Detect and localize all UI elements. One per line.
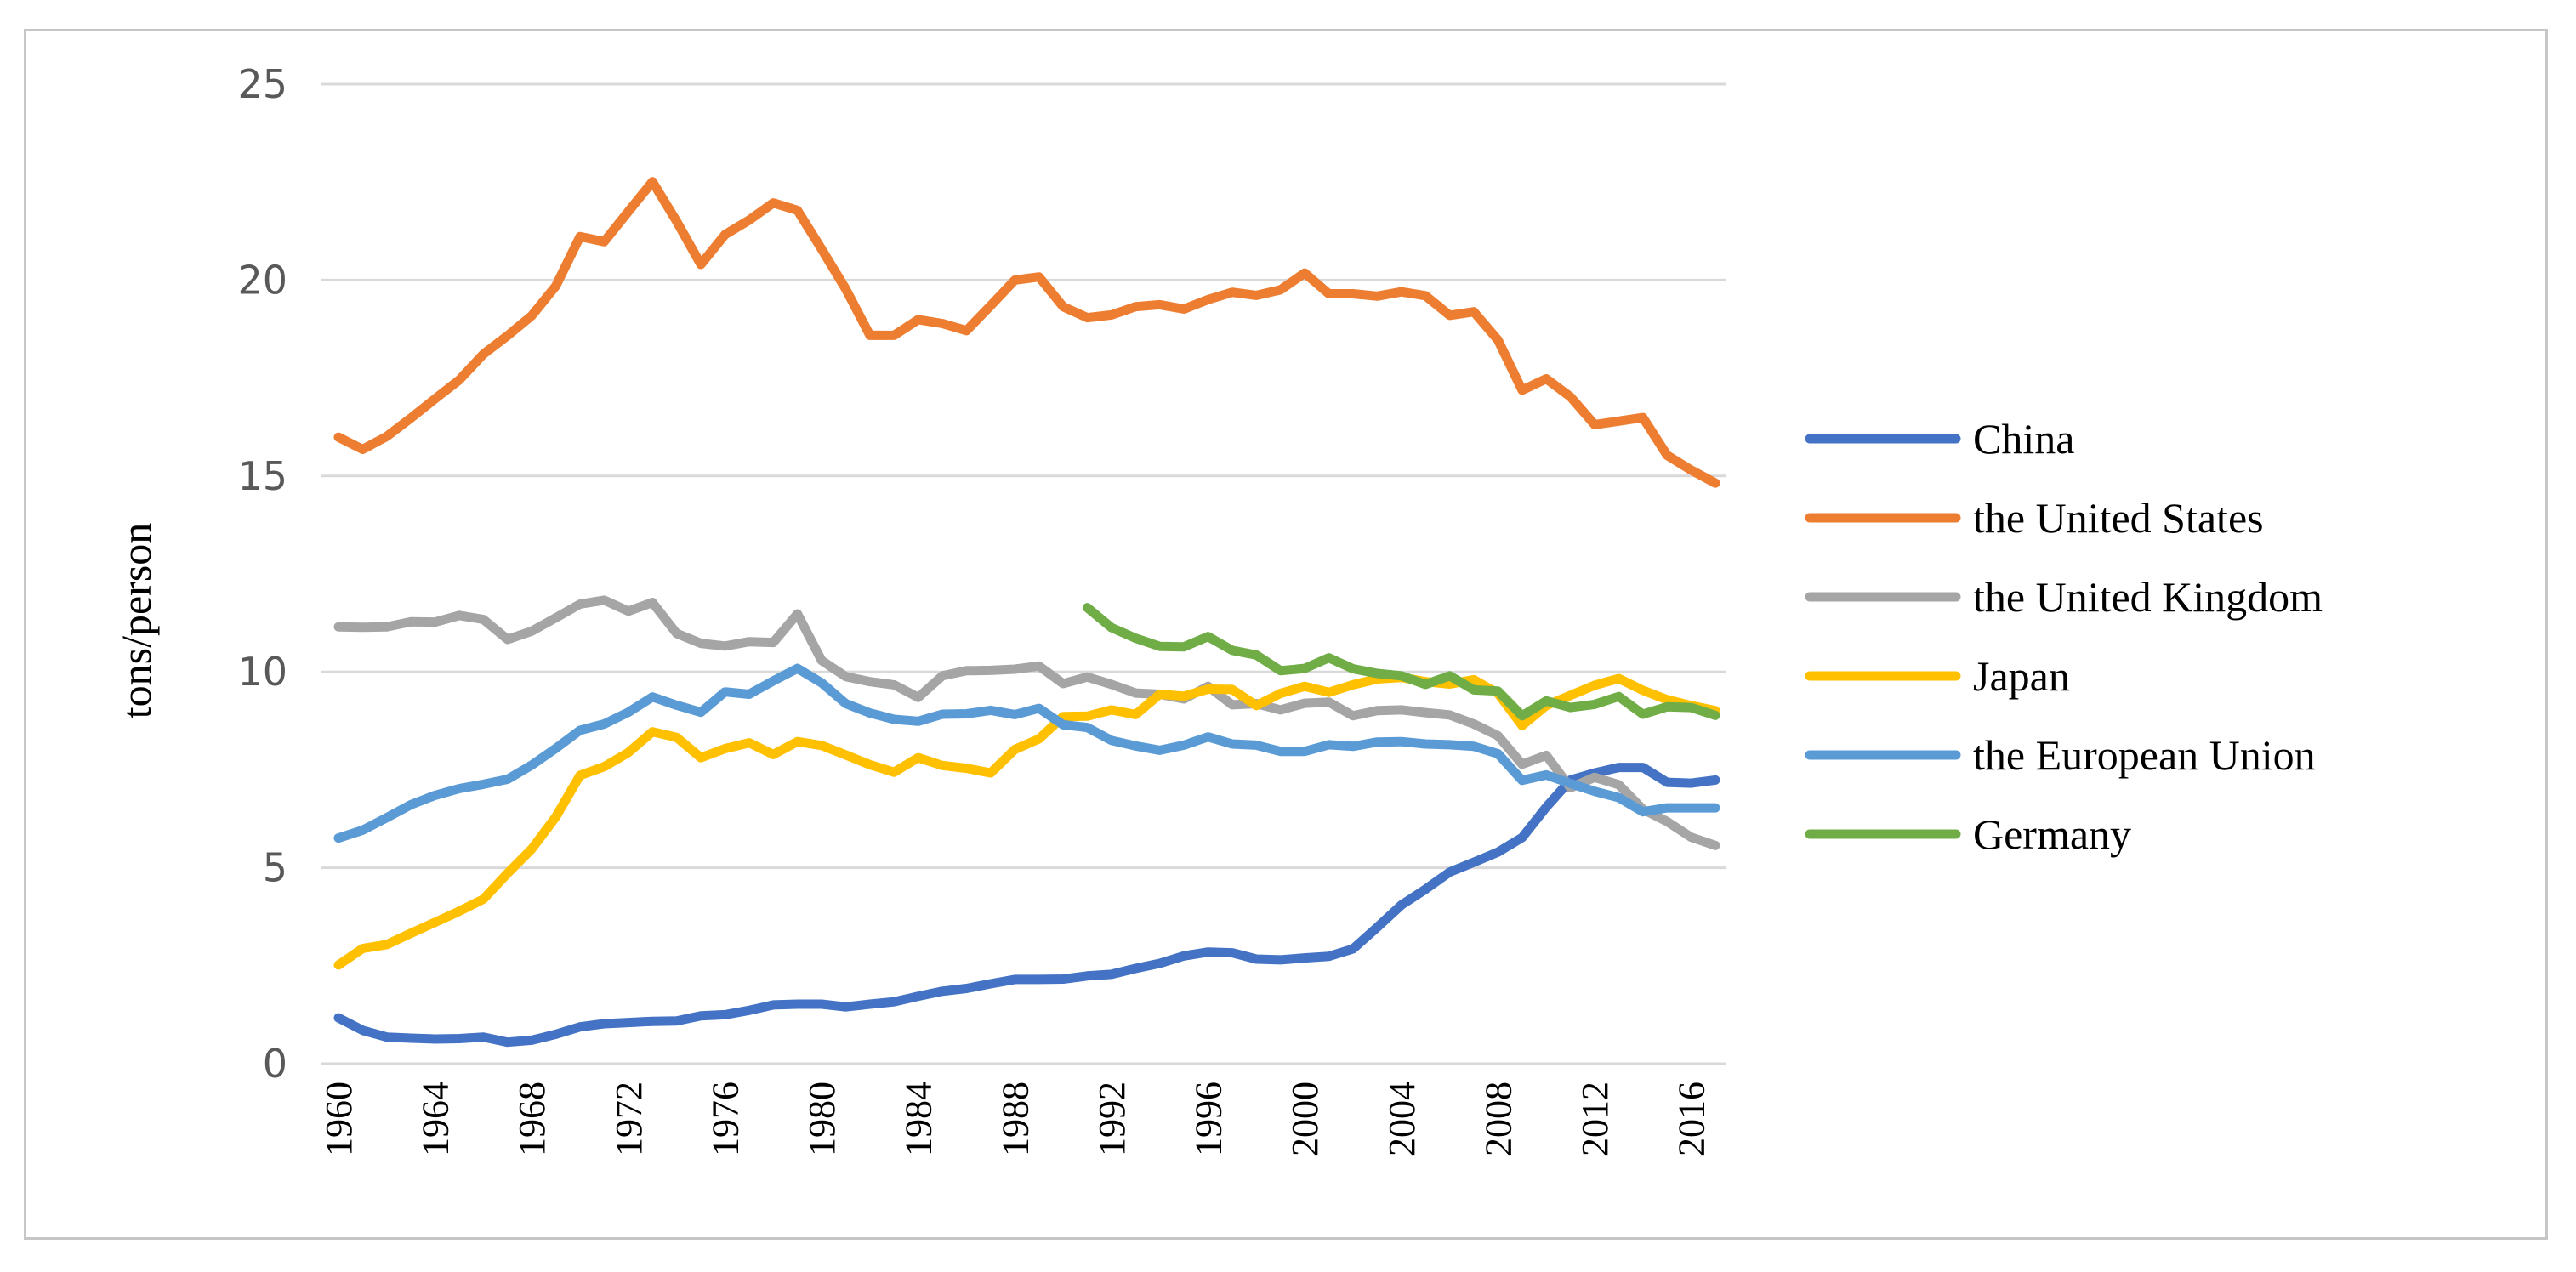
series-line-germany xyxy=(1083,603,1720,721)
series-line-the-united-kingdom xyxy=(333,595,1720,850)
series-line-china xyxy=(333,763,1720,1048)
x-tick-label: 2016 xyxy=(1671,1082,1713,1156)
x-tick-label: 2004 xyxy=(1381,1082,1423,1156)
legend-label-the-united-kingdom: the United Kingdom xyxy=(1973,573,2323,621)
x-tick-label: 2000 xyxy=(1284,1082,1326,1156)
x-tick-label: 2008 xyxy=(1477,1082,1519,1156)
x-tick-label: 1968 xyxy=(511,1082,553,1156)
x-tick-label: 1972 xyxy=(608,1082,650,1156)
legend-label-the-european-union: the European Union xyxy=(1973,731,2316,779)
x-tick-label: 1992 xyxy=(1091,1082,1133,1156)
series-line-japan xyxy=(333,673,1720,970)
legend-label-the-united-states: the United States xyxy=(1973,494,2264,542)
y-tick-label: 10 xyxy=(237,649,287,695)
x-tick-label: 1996 xyxy=(1188,1082,1230,1156)
x-tick-label: 1980 xyxy=(801,1082,843,1156)
legend-label-germany: Germany xyxy=(1973,810,2131,858)
y-axis-ticks: 0 5 10 15 20 25 xyxy=(237,61,287,1087)
x-tick-label: 2012 xyxy=(1574,1082,1616,1156)
x-tick-label: 1960 xyxy=(318,1082,360,1156)
x-tick-label: 1984 xyxy=(898,1082,940,1156)
y-tick-label: 20 xyxy=(237,257,287,303)
series-lines xyxy=(333,177,1720,1048)
y-tick-label: 25 xyxy=(237,61,287,107)
x-axis-ticks: 1960 1964 1968 1972 1976 1980 1984 1988 1992 1996… xyxy=(318,1082,1713,1156)
legend-label-china: China xyxy=(1973,415,2074,463)
gridlines xyxy=(321,82,1726,1065)
legend: China the United States the United Kingdom… xyxy=(1805,415,2323,858)
y-tick-label: 0 xyxy=(263,1041,287,1087)
x-tick-label: 1976 xyxy=(704,1082,746,1156)
series-line-the-united-states xyxy=(333,177,1720,488)
x-tick-label: 1964 xyxy=(415,1082,457,1156)
y-axis-title: tons/person xyxy=(112,523,160,719)
legend-label-japan: Japan xyxy=(1973,652,2070,700)
y-tick-label: 15 xyxy=(237,453,287,499)
y-tick-label: 5 xyxy=(263,845,287,891)
series-line-the-european-union xyxy=(333,663,1720,843)
x-tick-label: 1988 xyxy=(994,1082,1036,1156)
